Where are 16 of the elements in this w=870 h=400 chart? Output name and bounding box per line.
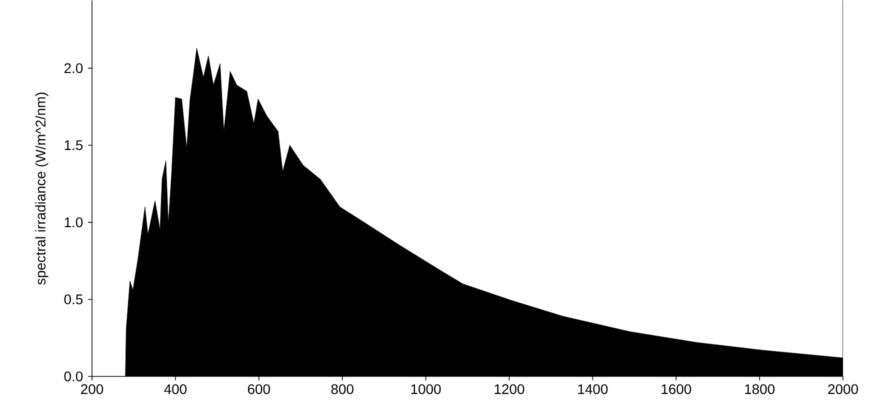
x-tick-label: 800 <box>331 384 354 394</box>
y-tick-label: 1.0 <box>64 217 83 228</box>
y-tick-label: 0.0 <box>64 371 83 382</box>
x-tick-label: 400 <box>164 384 187 394</box>
x-tick-label: 1600 <box>662 384 692 394</box>
x-tick-label: 200 <box>81 384 104 394</box>
x-tick-label: 1800 <box>745 384 775 394</box>
x-tick-label: 2000 <box>828 384 858 394</box>
y-axis-title: spectral irradiance (W/m^2/nm) <box>35 92 48 284</box>
y-tick-label: 1.5 <box>64 140 83 150</box>
x-tick-label: 1200 <box>494 384 524 394</box>
y-tick-label: 2.0 <box>64 63 83 73</box>
y-tick-label: 0.5 <box>64 294 83 304</box>
x-tick-label: 600 <box>248 384 270 394</box>
x-tick-label: 1000 <box>411 384 441 394</box>
x-tick-label: 1400 <box>578 384 608 394</box>
